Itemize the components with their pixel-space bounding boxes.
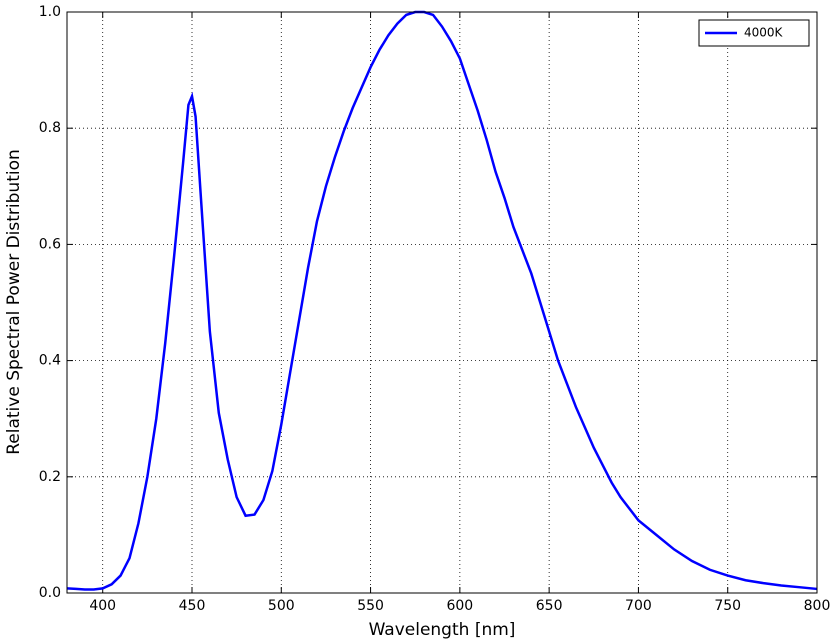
y-tick-label: 0.4	[39, 353, 61, 369]
x-tick-label: 400	[89, 598, 116, 614]
x-tick-label: 700	[625, 598, 652, 614]
x-tick-label: 750	[714, 598, 741, 614]
x-tick-label: 500	[268, 598, 295, 614]
y-tick-label: 0.6	[39, 236, 61, 252]
x-tick-label: 650	[536, 598, 563, 614]
x-tick-label: 800	[804, 598, 831, 614]
y-tick-label: 0.8	[39, 120, 61, 136]
y-tick-label: 1.0	[39, 4, 61, 20]
y-tick-label: 0.0	[39, 585, 61, 601]
plot-frame	[66, 11, 818, 594]
y-axis-label: Relative Spectral Power Distribution	[4, 149, 24, 455]
y-tick-label: 0.2	[39, 469, 61, 485]
x-tick-label: 550	[357, 598, 384, 614]
x-tick-label: 450	[179, 598, 206, 614]
legend-label: 4000K	[744, 26, 784, 40]
x-axis-label: Wavelength [nm]	[369, 620, 516, 640]
x-tick-label: 600	[446, 598, 473, 614]
data-line	[66, 10, 818, 591]
